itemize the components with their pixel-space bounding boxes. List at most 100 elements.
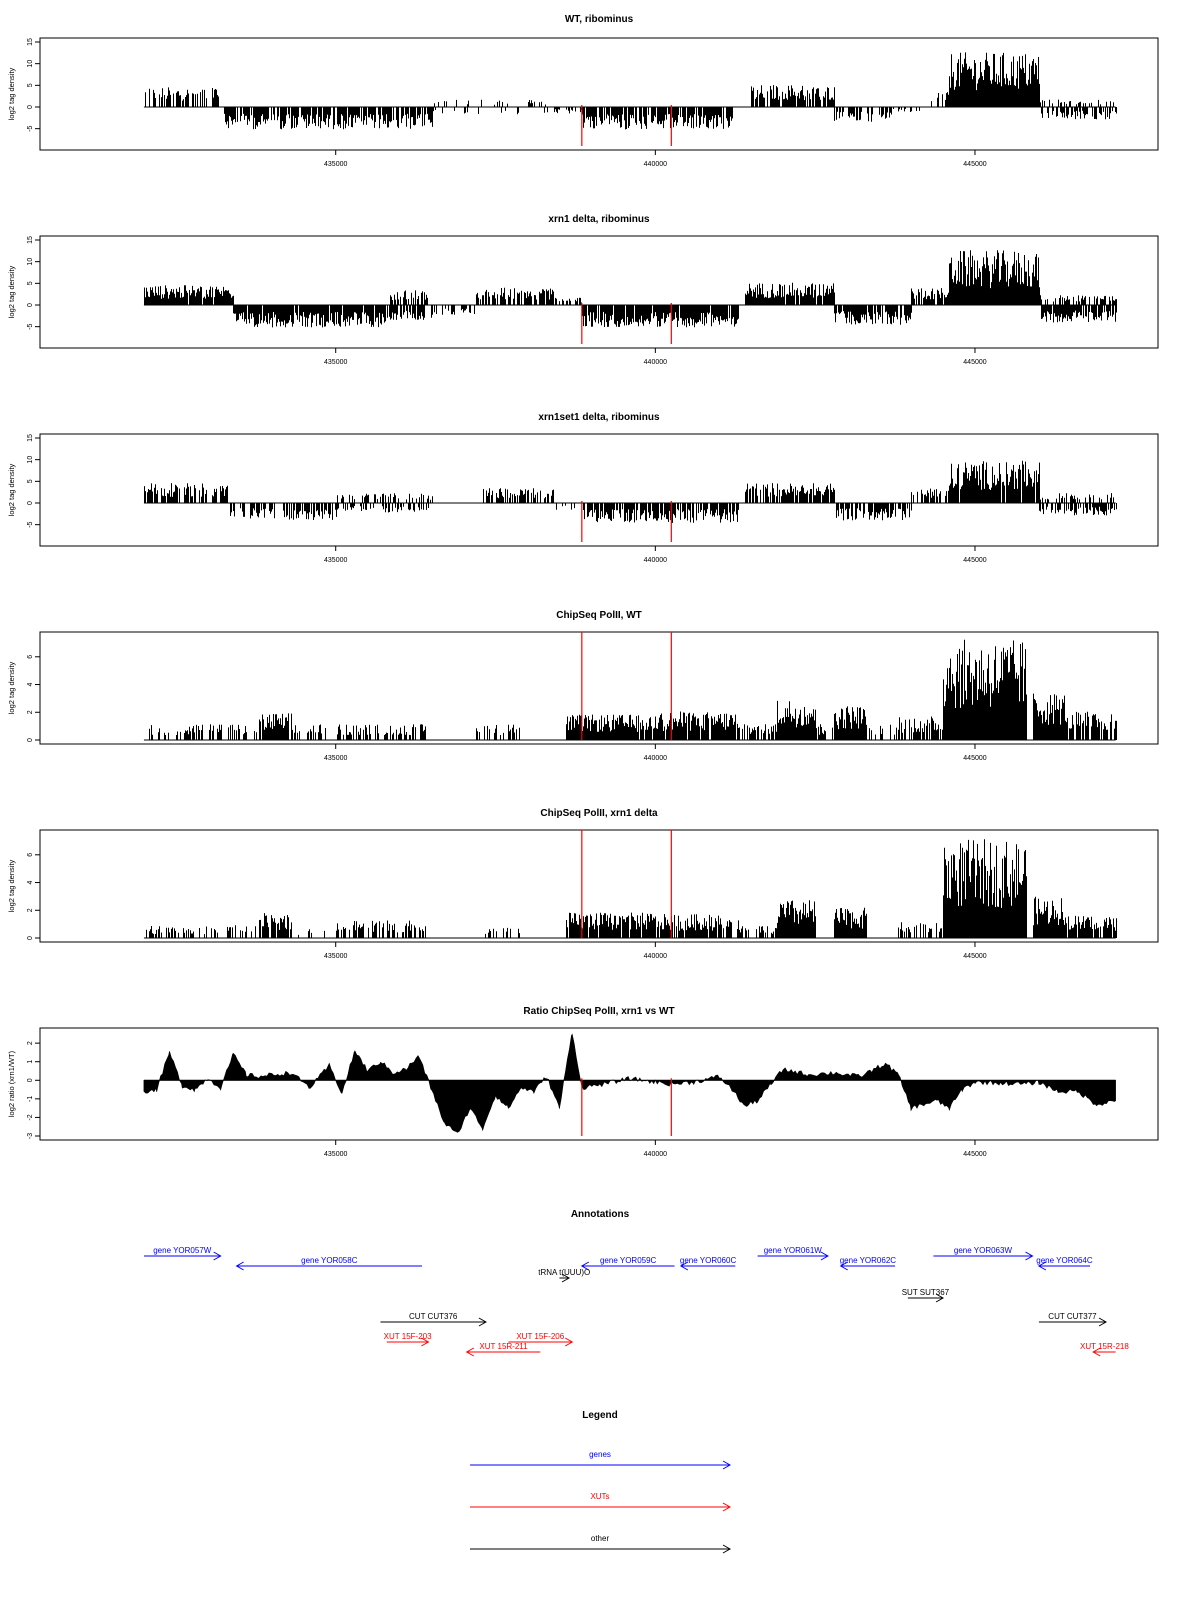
legend-label: other: [591, 1534, 610, 1543]
legend-item: genes: [470, 1450, 730, 1469]
chart-title: WT, ribominus: [565, 14, 634, 25]
annotations-panel: Annotations gene YOR057W gene YOR058C gene …: [144, 1209, 1129, 1356]
x-tick-label: 435000: [324, 359, 347, 366]
feature-label: gene YOR060C: [680, 1256, 737, 1265]
x-tick-label: 445000: [963, 953, 986, 960]
y-tick-label: 0: [27, 936, 34, 940]
x-tick-label: 435000: [324, 557, 347, 564]
x-tick-label: 445000: [963, 161, 986, 168]
feature-label: gene YOR064C: [1036, 1256, 1093, 1265]
chart-title: ChipSeq PolII, WT: [556, 610, 642, 621]
density-bars: [145, 250, 1117, 327]
annotation-feature: gene YOR058C: [237, 1256, 422, 1270]
density-bars: [146, 52, 1117, 129]
feature-label: gene YOR062C: [840, 1256, 897, 1265]
y-tick-label: 2: [27, 710, 34, 714]
annotation-feature: tRNA t(UUU)O: [538, 1268, 590, 1282]
density-bars: [145, 461, 1117, 523]
annotation-feature: XUT 15R-218: [1080, 1342, 1129, 1356]
annotation-feature: gene YOR062C: [840, 1256, 897, 1270]
feature-label: CUT CUT377: [1048, 1312, 1097, 1321]
annotations-title: Annotations: [571, 1209, 630, 1220]
feature-label: CUT CUT376: [409, 1312, 458, 1321]
y-tick-label: 5: [27, 479, 34, 483]
y-tick-label: 15: [27, 434, 34, 442]
y-tick-label: 1: [27, 1060, 34, 1064]
y-tick-label: 4: [27, 682, 34, 686]
panel-ratio: Ratio ChipSeq PolII, xrn1 vs WT-3-2-1012…: [7, 1006, 1158, 1158]
x-tick-label: 440000: [644, 953, 667, 960]
chart-title: xrn1 delta, ribominus: [548, 214, 650, 225]
y-axis-label: log2 tag density: [7, 463, 16, 516]
y-tick-label: 10: [27, 258, 34, 266]
ratio-area: [144, 1034, 1116, 1132]
annotation-feature: CUT CUT377: [1039, 1312, 1106, 1326]
feature-label: gene YOR063W: [954, 1246, 1013, 1255]
y-tick-label: 10: [27, 60, 34, 68]
annotation-feature: gene YOR061W: [758, 1246, 828, 1260]
annotation-feature: SUT SUT367: [902, 1288, 950, 1302]
feature-label: XUT 15R-218: [1080, 1342, 1129, 1351]
legend-label: XUTs: [590, 1492, 609, 1501]
legend-label: genes: [589, 1450, 611, 1459]
y-tick-label: 2: [27, 908, 34, 912]
y-tick-label: 5: [27, 281, 34, 285]
panel-xrn1set1: xrn1set1 delta, ribominus -5 0 5 10 15 log2 ta…: [7, 412, 1158, 564]
x-tick-label: 445000: [963, 1151, 986, 1158]
annotation-feature: gene YOR063W: [933, 1246, 1032, 1260]
y-axis-label: log2 tag density: [7, 661, 16, 714]
y-tick-label: 5: [27, 83, 34, 87]
y-tick-label: -5: [27, 521, 34, 527]
x-tick-label: 435000: [324, 161, 347, 168]
y-tick-label: -5: [27, 125, 34, 131]
x-tick-label: 440000: [644, 755, 667, 762]
chart-title: Ratio ChipSeq PolII, xrn1 vs WT: [523, 1006, 674, 1017]
x-tick-label: 440000: [644, 557, 667, 564]
x-tick-label: 440000: [644, 1151, 667, 1158]
y-axis-label: log2 tag density: [7, 265, 16, 318]
y-tick-label: 2: [27, 1041, 34, 1045]
y-tick-label: 6: [27, 655, 34, 659]
y-tick-label: 15: [27, 38, 34, 46]
y-tick-label: 0: [27, 501, 34, 505]
legend-panel: Legend genes XUTs other: [470, 1410, 730, 1553]
chart-title: ChipSeq PolII, xrn1 delta: [540, 808, 658, 819]
y-tick-label: 4: [27, 880, 34, 884]
y-tick-label: 6: [27, 853, 34, 857]
feature-label: gene YOR059C: [600, 1256, 657, 1265]
chart-title: xrn1set1 delta, ribominus: [538, 412, 660, 423]
feature-label: gene YOR061W: [764, 1246, 823, 1255]
x-tick-label: 440000: [644, 359, 667, 366]
x-tick-label: 445000: [963, 755, 986, 762]
y-tick-label: 0: [27, 1078, 34, 1082]
y-axis-label: log2 tag density: [7, 67, 16, 120]
legend-item: other: [470, 1534, 730, 1553]
y-axis-label: log2 ratio (xrn1/WT): [7, 1050, 16, 1117]
x-tick-label: 435000: [324, 755, 347, 762]
feature-label: SUT SUT367: [902, 1288, 950, 1297]
annotation-feature: XUT 15F-203: [384, 1332, 432, 1346]
y-tick-label: 0: [27, 105, 34, 109]
panel-wt: WT, ribominus -5 0 5 10 15 log2 tag density 435…: [7, 14, 1158, 168]
annotation-feature: gene YOR060C: [680, 1256, 737, 1270]
y-tick-label: 10: [27, 456, 34, 464]
legend-item: XUTs: [470, 1492, 730, 1511]
x-tick-label: 440000: [644, 161, 667, 168]
legend-title: Legend: [582, 1410, 618, 1421]
feature-label: gene YOR057W: [153, 1246, 212, 1255]
density-bars: [147, 839, 1117, 938]
annotation-feature: XUT 15R-211: [467, 1342, 541, 1356]
y-tick-label: -2: [27, 1114, 34, 1120]
annotation-feature: gene YOR064C: [1036, 1256, 1093, 1270]
x-tick-label: 445000: [963, 557, 986, 564]
y-tick-label: 0: [27, 303, 34, 307]
x-tick-label: 445000: [963, 359, 986, 366]
feature-label: XUT 15F-203: [384, 1332, 432, 1341]
annotation-feature: gene YOR057W: [144, 1246, 221, 1260]
feature-label: XUT 15F-206: [516, 1332, 564, 1341]
